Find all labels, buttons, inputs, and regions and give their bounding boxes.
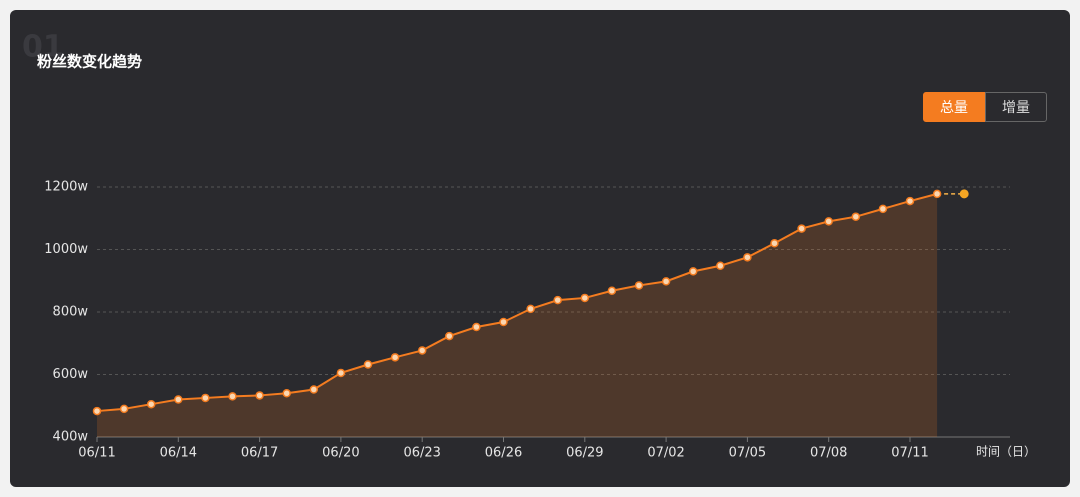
point [228, 392, 237, 401]
projection-point [959, 189, 969, 199]
point [770, 239, 779, 248]
point [580, 293, 590, 303]
point [201, 393, 210, 403]
x-tick-label: 06/23 [403, 446, 440, 461]
x-tick-label: 07/05 [729, 446, 766, 461]
x-tick-label: 07/08 [810, 446, 847, 461]
x-tick-label: 06/11 [78, 446, 115, 461]
x-tick-label: 07/11 [891, 446, 928, 461]
point [526, 304, 535, 314]
section-index: 01 [22, 30, 64, 65]
point [797, 224, 806, 233]
point [878, 204, 888, 214]
card [10, 10, 1070, 487]
point [688, 267, 698, 276]
point [309, 385, 319, 394]
x-axis-label: 时间（日） [976, 445, 1036, 459]
toggle-increment[interactable]: 增量 [985, 92, 1047, 122]
x-tick-label: 06/26 [485, 446, 522, 461]
x-tick-label: 06/20 [322, 446, 359, 461]
point [607, 286, 617, 295]
point [661, 277, 671, 286]
x-tick-label: 06/14 [160, 446, 197, 461]
point [92, 406, 102, 416]
y-tick-label: 400w [53, 430, 89, 445]
x-tick-label: 06/29 [566, 446, 603, 461]
y-tick-label: 1000w [44, 242, 88, 257]
point [824, 217, 833, 226]
point [743, 253, 752, 262]
point [363, 360, 373, 369]
x-tick-label: 07/02 [647, 446, 684, 461]
x-tick-label: 06/17 [241, 446, 278, 461]
chart-title: 粉丝数变化趋势 [37, 53, 142, 71]
line [96, 192, 938, 413]
point [174, 395, 183, 404]
point [472, 322, 481, 332]
y-tick-label: 1200w [44, 180, 88, 195]
point [282, 389, 291, 398]
toggle-total[interactable]: 总量 [923, 92, 985, 122]
y-tick-label: 800w [53, 305, 89, 320]
point [390, 353, 400, 362]
point [146, 399, 156, 409]
point [716, 261, 725, 270]
point [445, 331, 454, 341]
point [499, 317, 508, 327]
point [255, 391, 264, 400]
point [851, 212, 861, 221]
point [336, 368, 346, 378]
y-tick-label: 600w [53, 367, 89, 382]
point [634, 281, 644, 290]
point [553, 295, 562, 305]
point [905, 196, 915, 206]
point [417, 346, 427, 355]
point [932, 189, 942, 199]
point [119, 404, 129, 414]
